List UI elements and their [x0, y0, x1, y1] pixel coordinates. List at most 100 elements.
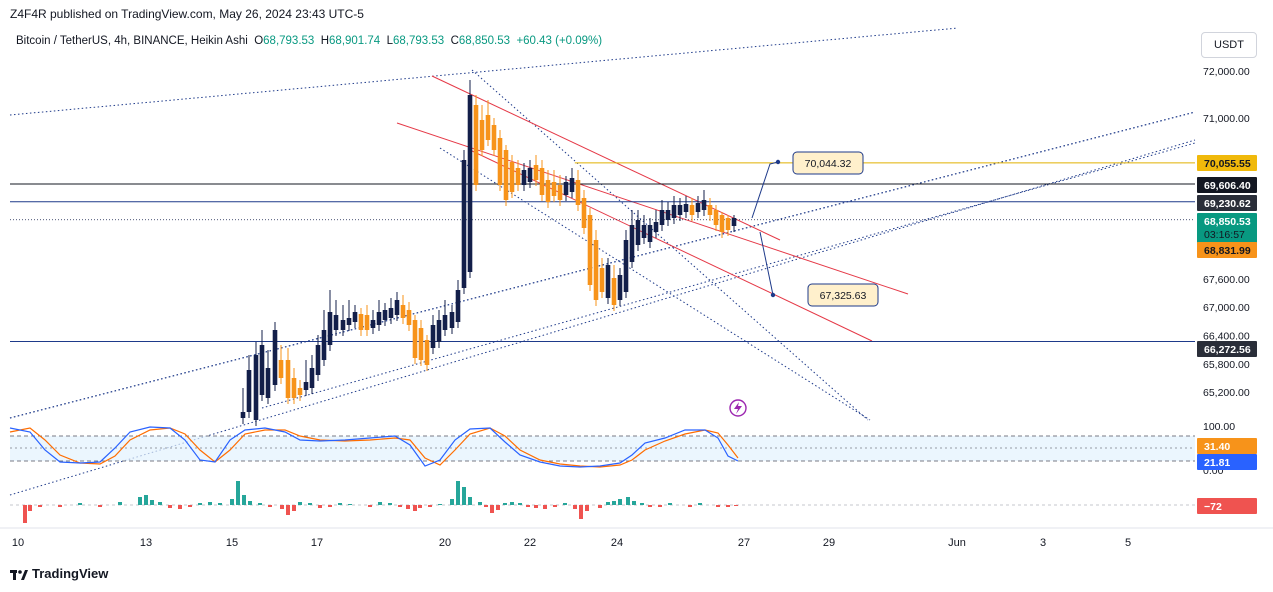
- macd-bar: [168, 505, 172, 508]
- candle-body: [340, 320, 346, 330]
- macd-bar: [668, 503, 672, 505]
- candle-body: [605, 265, 611, 298]
- up-projection-arrow: [751, 161, 779, 219]
- candle: [635, 210, 641, 251]
- candle-body: [467, 95, 473, 272]
- candle-body: [412, 320, 418, 358]
- candle: [677, 198, 683, 221]
- candle: [285, 348, 291, 404]
- candle: [436, 310, 442, 348]
- open-label: O: [254, 35, 264, 47]
- macd-bar: [428, 505, 432, 507]
- candle: [581, 190, 587, 234]
- candle-body: [581, 198, 587, 228]
- price-tags: 70,055.55 69,606.40 69,230.62 68,850.5303:1…: [1197, 155, 1257, 514]
- macd-bar: [626, 497, 630, 505]
- price-tag-box: [1197, 242, 1257, 258]
- date-tick-label: 15: [226, 537, 238, 549]
- candle-body: [333, 315, 339, 330]
- candle-body: [527, 168, 533, 182]
- candle-body: [707, 205, 713, 215]
- macd-bar: [543, 505, 547, 509]
- candle-body: [278, 360, 284, 378]
- date-tick-label: 3: [1040, 537, 1046, 549]
- candle: [539, 160, 545, 201]
- candle: [545, 170, 551, 208]
- macd-bar: [518, 503, 522, 505]
- price-tag-label: 66,272.56: [1204, 344, 1251, 356]
- down-arrow-point: [770, 292, 776, 298]
- candle: [340, 305, 346, 336]
- candle: [309, 355, 315, 394]
- candle-body: [253, 355, 259, 420]
- lightning-icon: [729, 399, 747, 417]
- price-tag-countdown: 03:16:57: [1204, 229, 1245, 241]
- macd-bar: [198, 503, 202, 505]
- price-tag-label: −72: [1204, 501, 1222, 513]
- candle-body: [659, 210, 665, 225]
- price-tag-box: [1197, 454, 1257, 470]
- candle-body: [731, 218, 737, 226]
- macd-bar: [378, 502, 382, 505]
- macd-bar: [632, 501, 636, 505]
- candle-body: [240, 412, 246, 418]
- tradingview-logo[interactable]: TradingView: [10, 566, 108, 581]
- symbol-name: Bitcoin / TetherUS, 4h, BINANCE, Heikin …: [16, 35, 248, 47]
- candle: [707, 198, 713, 221]
- candle: [485, 100, 491, 146]
- candle-body: [617, 275, 623, 300]
- candle-body: [689, 205, 695, 215]
- price-tag-box: [1197, 195, 1257, 211]
- macd-bar: [478, 502, 482, 505]
- candle: [689, 198, 695, 221]
- candle-body: [629, 225, 635, 262]
- candle: [593, 230, 599, 306]
- price-tick-label: 65,200.00: [1203, 387, 1250, 399]
- candle-body: [533, 165, 539, 180]
- macd-bar: [268, 505, 272, 507]
- macd-bar: [716, 505, 720, 507]
- candle-body: [418, 328, 424, 360]
- time-axis: 10 13 15 17 20 22 24 27 29 Jun 3 5: [0, 527, 1273, 549]
- price-tag-label: 69,230.62: [1204, 198, 1251, 210]
- candle-body: [376, 312, 382, 325]
- tag-stoch-d: 21.81: [1197, 454, 1257, 470]
- tag-69606: 69,606.40: [1197, 177, 1257, 193]
- macd-pane: [10, 481, 1195, 523]
- candle-body: [259, 345, 265, 395]
- candles: [240, 80, 737, 426]
- candle-body: [388, 308, 394, 318]
- macd-bar: [248, 501, 252, 505]
- high-label: H: [320, 35, 330, 47]
- candle-body: [515, 168, 521, 185]
- price-tick-label: 71,000.00: [1203, 113, 1250, 125]
- brand-name: TradingView: [32, 566, 109, 581]
- price-tick-label: 67,000.00: [1203, 302, 1250, 314]
- candle-body: [303, 382, 309, 390]
- candle-body: [635, 220, 641, 245]
- candle-body: [479, 120, 485, 150]
- macd-bar: [688, 505, 692, 507]
- candle: [701, 190, 707, 216]
- stoch-band: [10, 436, 1195, 461]
- candle: [297, 380, 303, 401]
- price-tag-box: [1197, 438, 1257, 454]
- candle: [617, 268, 623, 306]
- candle-body: [364, 315, 370, 330]
- macd-bar: [308, 503, 312, 505]
- callout-box: [792, 151, 864, 175]
- macd-bar: [138, 497, 142, 505]
- macd-bar: [496, 505, 500, 510]
- stoch-rsi-pane: [9, 426, 1195, 468]
- date-tick-label: 5: [1125, 537, 1131, 549]
- red-channel-lower: [469, 149, 873, 342]
- candle: [509, 155, 515, 198]
- candle: [473, 95, 479, 191]
- candle-body: [449, 312, 455, 328]
- candle: [321, 310, 327, 366]
- macd-bar: [468, 497, 472, 505]
- currency-button[interactable]: USDT: [1201, 32, 1257, 58]
- candle: [346, 300, 352, 331]
- macd-bar: [503, 503, 507, 505]
